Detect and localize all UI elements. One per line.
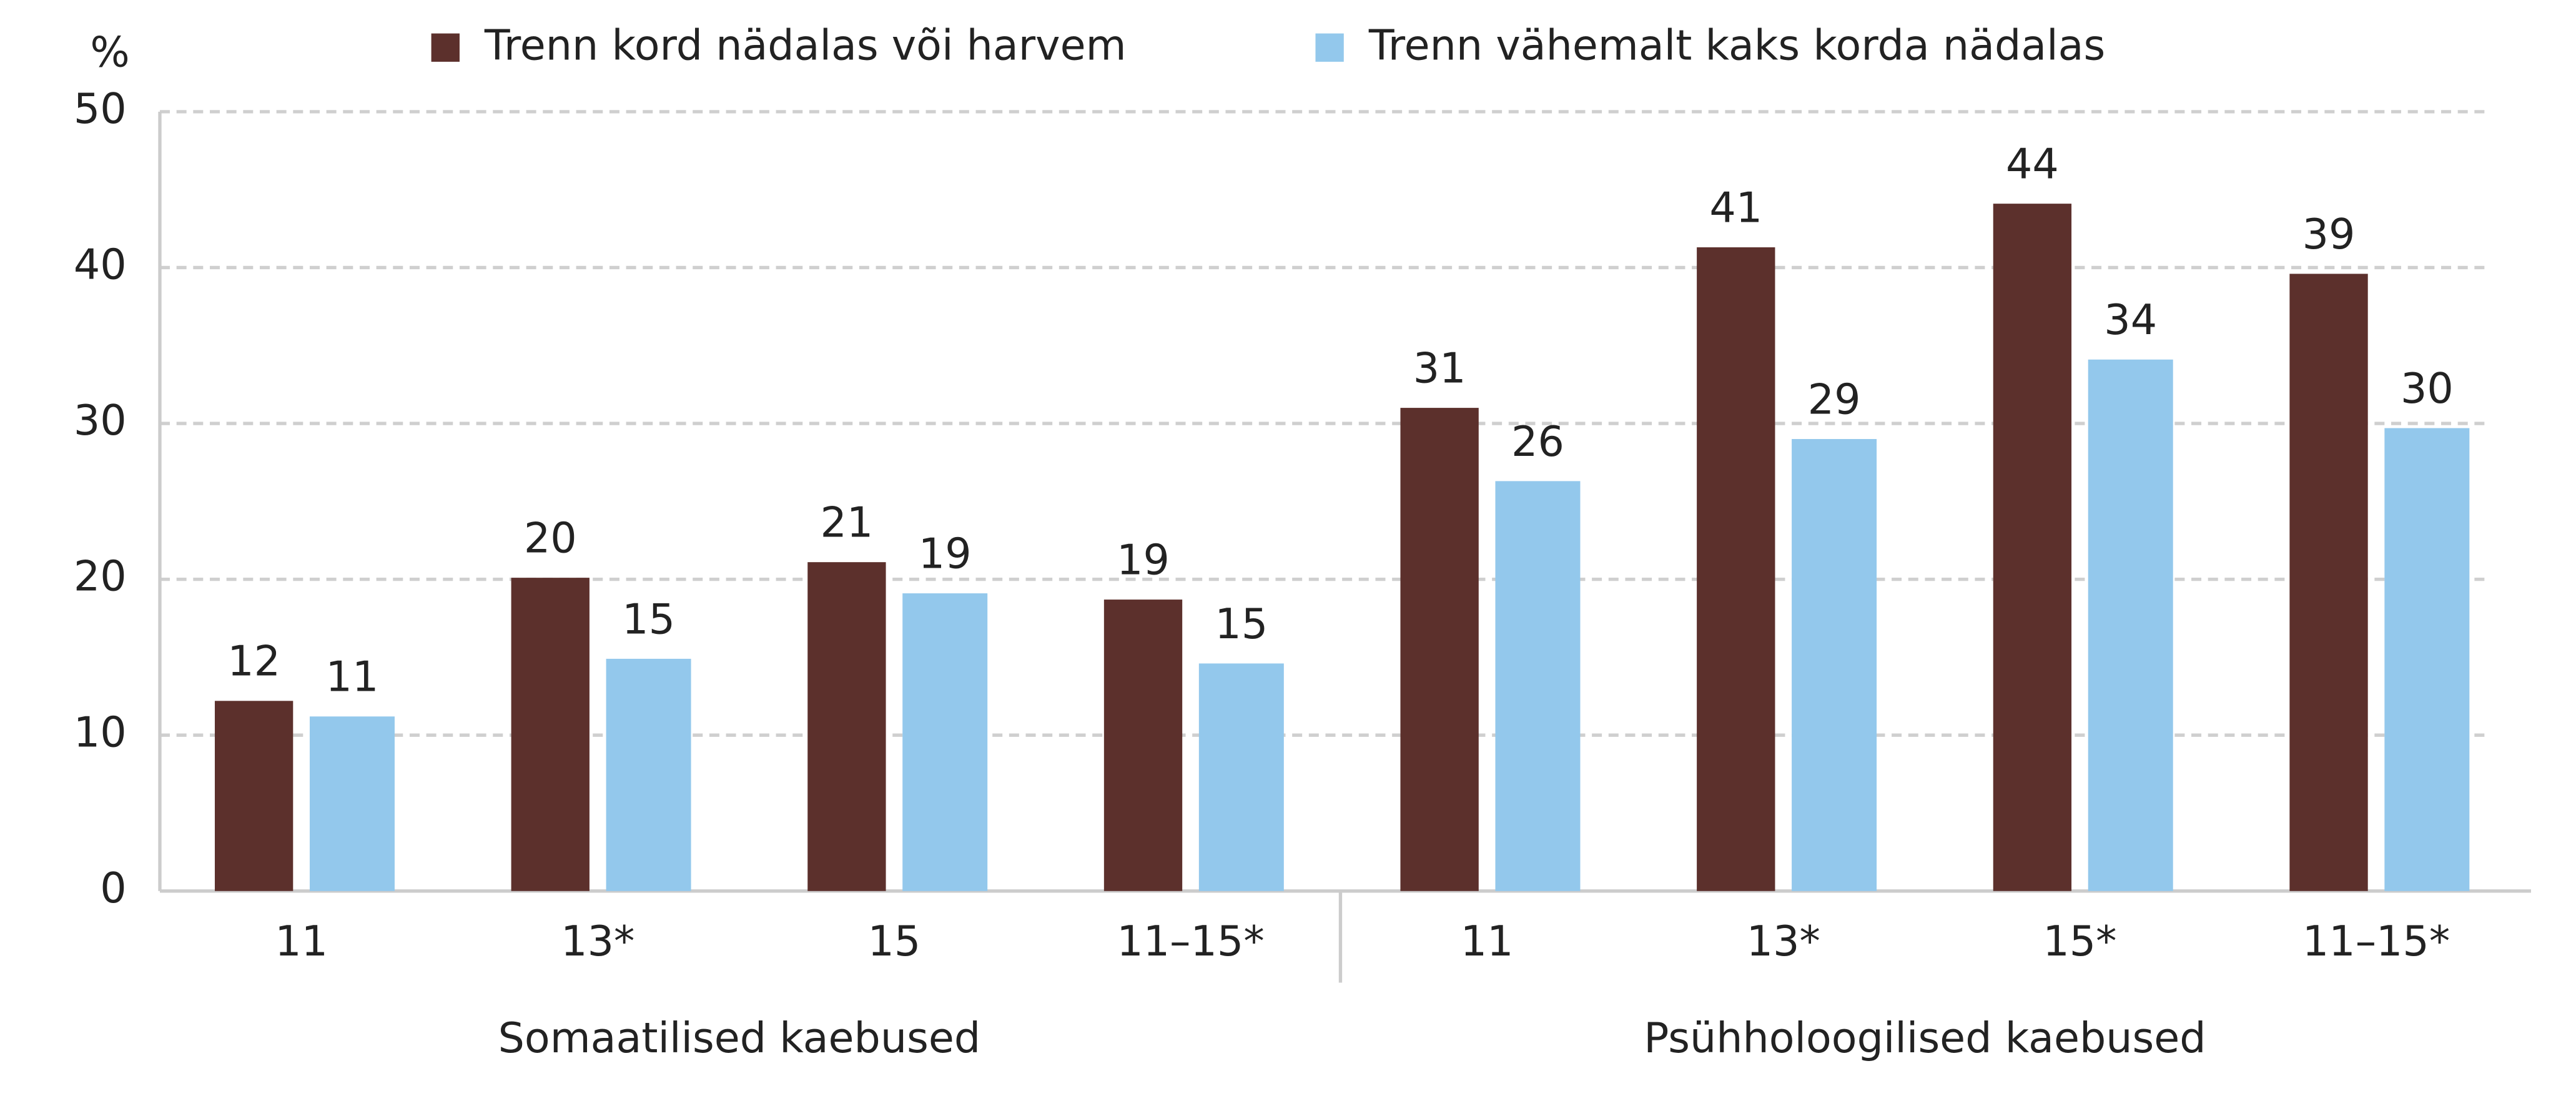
bar <box>309 716 395 891</box>
y-tick-label: 40 <box>74 240 127 289</box>
bar <box>902 593 988 891</box>
bar <box>214 701 294 891</box>
value-label: 21 <box>820 498 873 547</box>
y-tick-label: 0 <box>100 864 126 912</box>
value-label: 41 <box>1709 183 1762 232</box>
value-label: 34 <box>2104 295 2157 344</box>
bar <box>606 658 691 891</box>
bar <box>1400 408 1479 891</box>
bar <box>1198 663 1284 891</box>
bar <box>2384 428 2470 891</box>
bar <box>511 578 590 891</box>
value-label: 11 <box>326 653 379 701</box>
bar <box>807 562 886 891</box>
value-label: 31 <box>1413 343 1466 392</box>
y-tick-label: 30 <box>74 396 127 445</box>
bar <box>2088 359 2173 891</box>
value-label: 15 <box>622 595 675 643</box>
bar <box>2289 274 2368 891</box>
value-label: 30 <box>2401 364 2454 413</box>
y-tick-label: 10 <box>74 708 127 756</box>
x-tick-label: 15 <box>867 917 920 965</box>
value-label: 12 <box>227 637 280 686</box>
value-label: 15 <box>1215 600 1268 648</box>
value-label: 29 <box>1808 375 1861 423</box>
value-label: 44 <box>2006 140 2059 189</box>
x-tick-label: 11–15* <box>1117 917 1264 965</box>
bar <box>1697 247 1775 891</box>
x-tick-label: 11 <box>1461 917 1514 965</box>
legend-label: Trenn vähemalt kaks korda nädalas <box>1368 21 2105 70</box>
value-label: 20 <box>524 514 577 563</box>
bar <box>1993 204 2072 891</box>
value-label: 26 <box>1511 417 1564 466</box>
x-tick-label: 13* <box>1747 917 1820 965</box>
y-tick-label: 20 <box>74 552 127 601</box>
y-axis-label: % <box>90 27 129 76</box>
group-label: Somaatilised kaebused <box>498 1014 981 1062</box>
value-label: 19 <box>919 529 972 578</box>
y-tick-label: 50 <box>74 84 127 133</box>
value-label: 19 <box>1117 535 1170 584</box>
group-label: Psühholoogilised kaebused <box>1644 1014 2206 1062</box>
x-tick-label: 11 <box>275 917 328 965</box>
legend-swatch <box>1315 33 1344 62</box>
x-tick-label: 11–15* <box>2302 917 2450 965</box>
bar <box>1792 439 1877 891</box>
x-tick-label: 13* <box>561 917 634 965</box>
x-tick-label: 15* <box>2043 917 2116 965</box>
bar <box>1495 481 1581 891</box>
value-label: 39 <box>2302 210 2356 259</box>
legend-label: Trenn kord nädalas või harvem <box>484 21 1127 70</box>
legend-swatch <box>431 33 460 62</box>
bar <box>1103 600 1183 891</box>
